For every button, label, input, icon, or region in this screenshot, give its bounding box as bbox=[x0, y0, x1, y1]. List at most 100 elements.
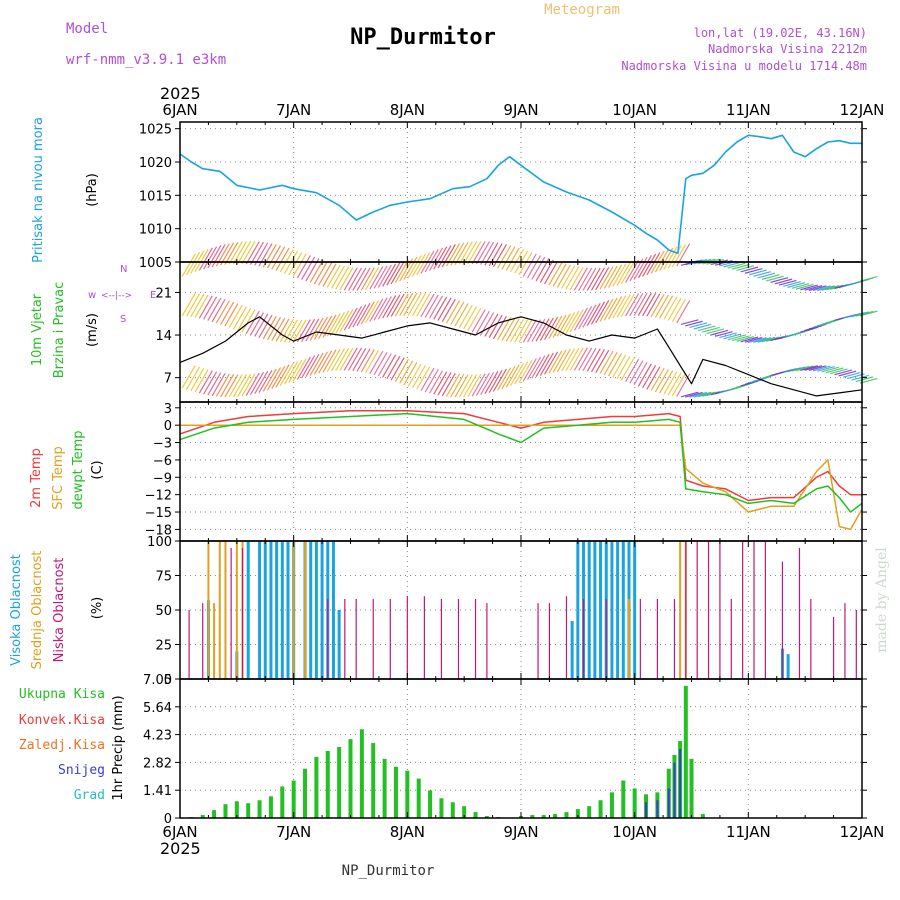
date-label-top: 9JAN bbox=[503, 101, 538, 119]
wind-barb bbox=[612, 295, 627, 319]
wind-barb bbox=[330, 311, 345, 336]
wind-barb bbox=[659, 247, 674, 271]
cloud-bar bbox=[355, 598, 357, 679]
wind-barb bbox=[279, 319, 294, 343]
wind-barb bbox=[463, 306, 478, 330]
wind-barb bbox=[569, 347, 584, 371]
y-tick-label: 1020 bbox=[139, 156, 172, 171]
wind-barb bbox=[373, 351, 388, 376]
wind-barb bbox=[437, 245, 452, 269]
wind-barb bbox=[522, 253, 537, 277]
wind-barb bbox=[433, 371, 448, 395]
wind-barb bbox=[492, 315, 507, 340]
wind-barb bbox=[676, 300, 691, 324]
precip-bar bbox=[348, 739, 353, 818]
cloud-bar bbox=[309, 541, 313, 679]
wind-barb bbox=[386, 294, 401, 318]
wind-barb bbox=[458, 241, 473, 265]
wind-barb bbox=[467, 241, 482, 265]
cloud-bar bbox=[570, 621, 574, 679]
wind-barb bbox=[343, 267, 358, 291]
wind-barb bbox=[301, 318, 316, 343]
wind-barb bbox=[211, 298, 226, 323]
wind-barb bbox=[352, 267, 367, 291]
y-tick-label: 25 bbox=[155, 639, 172, 654]
wind-barb bbox=[237, 373, 252, 397]
wind-barb bbox=[232, 374, 247, 398]
wind-barb bbox=[407, 255, 422, 279]
wind-barb bbox=[194, 249, 209, 273]
wind-barb bbox=[437, 297, 452, 321]
wind-barb bbox=[599, 298, 614, 322]
wind-barb bbox=[382, 263, 397, 287]
date-label-bottom: 8JAN bbox=[390, 823, 425, 841]
wind-barb bbox=[365, 266, 380, 291]
wind-barb bbox=[620, 293, 635, 317]
precip-bar bbox=[689, 758, 694, 818]
wind-barb bbox=[186, 293, 201, 317]
wind-barb bbox=[710, 329, 729, 336]
wind-barb bbox=[659, 370, 674, 394]
cloud-bar bbox=[457, 598, 460, 679]
precip-label-total: Ukupna Kisa bbox=[19, 687, 105, 702]
wind-barb bbox=[625, 358, 640, 382]
wind-barb bbox=[731, 335, 750, 342]
year-bottom: 2025 bbox=[160, 839, 201, 858]
wind-barb bbox=[365, 299, 380, 324]
wind-barb bbox=[527, 255, 542, 279]
wind-barb bbox=[629, 292, 644, 317]
precip-bar bbox=[212, 810, 217, 818]
wind-barb bbox=[267, 245, 282, 269]
wind-barb bbox=[271, 317, 286, 341]
precip-bar bbox=[371, 743, 376, 818]
wind-barb bbox=[693, 323, 712, 330]
cloud-bar bbox=[280, 541, 284, 679]
wind-barb bbox=[753, 337, 771, 343]
wind-barb bbox=[727, 334, 746, 341]
precip-bar bbox=[587, 806, 592, 818]
wind-barb bbox=[573, 347, 588, 371]
wind-barb bbox=[356, 348, 371, 372]
wind-speed-line bbox=[179, 316, 863, 397]
wind-barb bbox=[407, 363, 422, 387]
wind-barb bbox=[198, 295, 213, 319]
cloud-bar bbox=[440, 598, 443, 679]
wind-barb bbox=[539, 352, 554, 376]
wind-barb bbox=[480, 371, 495, 396]
y-tick-label: 0 bbox=[164, 673, 172, 688]
wind-barb bbox=[625, 259, 640, 283]
wind-barb bbox=[288, 319, 303, 343]
wind-barb bbox=[318, 350, 333, 374]
cloud-bar bbox=[258, 541, 262, 679]
cloud-bar bbox=[406, 596, 408, 679]
wind-barb bbox=[680, 391, 699, 398]
cloud-bar bbox=[696, 541, 698, 679]
wind-barb bbox=[292, 253, 307, 277]
wind-barb bbox=[578, 306, 593, 330]
wind-barb bbox=[603, 297, 618, 321]
cloud-bar bbox=[565, 596, 568, 679]
wind-barb bbox=[215, 300, 230, 324]
wind-barb bbox=[573, 307, 588, 331]
wind-barb bbox=[369, 266, 384, 290]
cloud-bar bbox=[337, 610, 341, 679]
wind-barb bbox=[326, 264, 341, 288]
wind-barb bbox=[463, 374, 478, 398]
y-tick-label: 1005 bbox=[139, 256, 172, 271]
cloud-bar bbox=[423, 596, 425, 679]
wind-barb bbox=[825, 367, 844, 374]
wind-barb bbox=[637, 292, 652, 316]
wind-barb bbox=[663, 246, 678, 270]
wind-barb bbox=[544, 351, 559, 375]
pressure-title: Pritisak na nivou mora bbox=[31, 117, 46, 263]
wind-barb bbox=[531, 256, 546, 280]
cloud-bar bbox=[372, 598, 374, 679]
y-tick-label: 75 bbox=[155, 570, 172, 585]
wind-barb bbox=[740, 266, 759, 273]
cloud-bar bbox=[241, 547, 244, 679]
snow-bar bbox=[667, 788, 670, 818]
wind-barb bbox=[433, 246, 448, 270]
wind-barb bbox=[689, 322, 708, 329]
wind-barb bbox=[497, 367, 512, 391]
cloud-label-mid: Srednja Oblacnost bbox=[30, 551, 45, 670]
